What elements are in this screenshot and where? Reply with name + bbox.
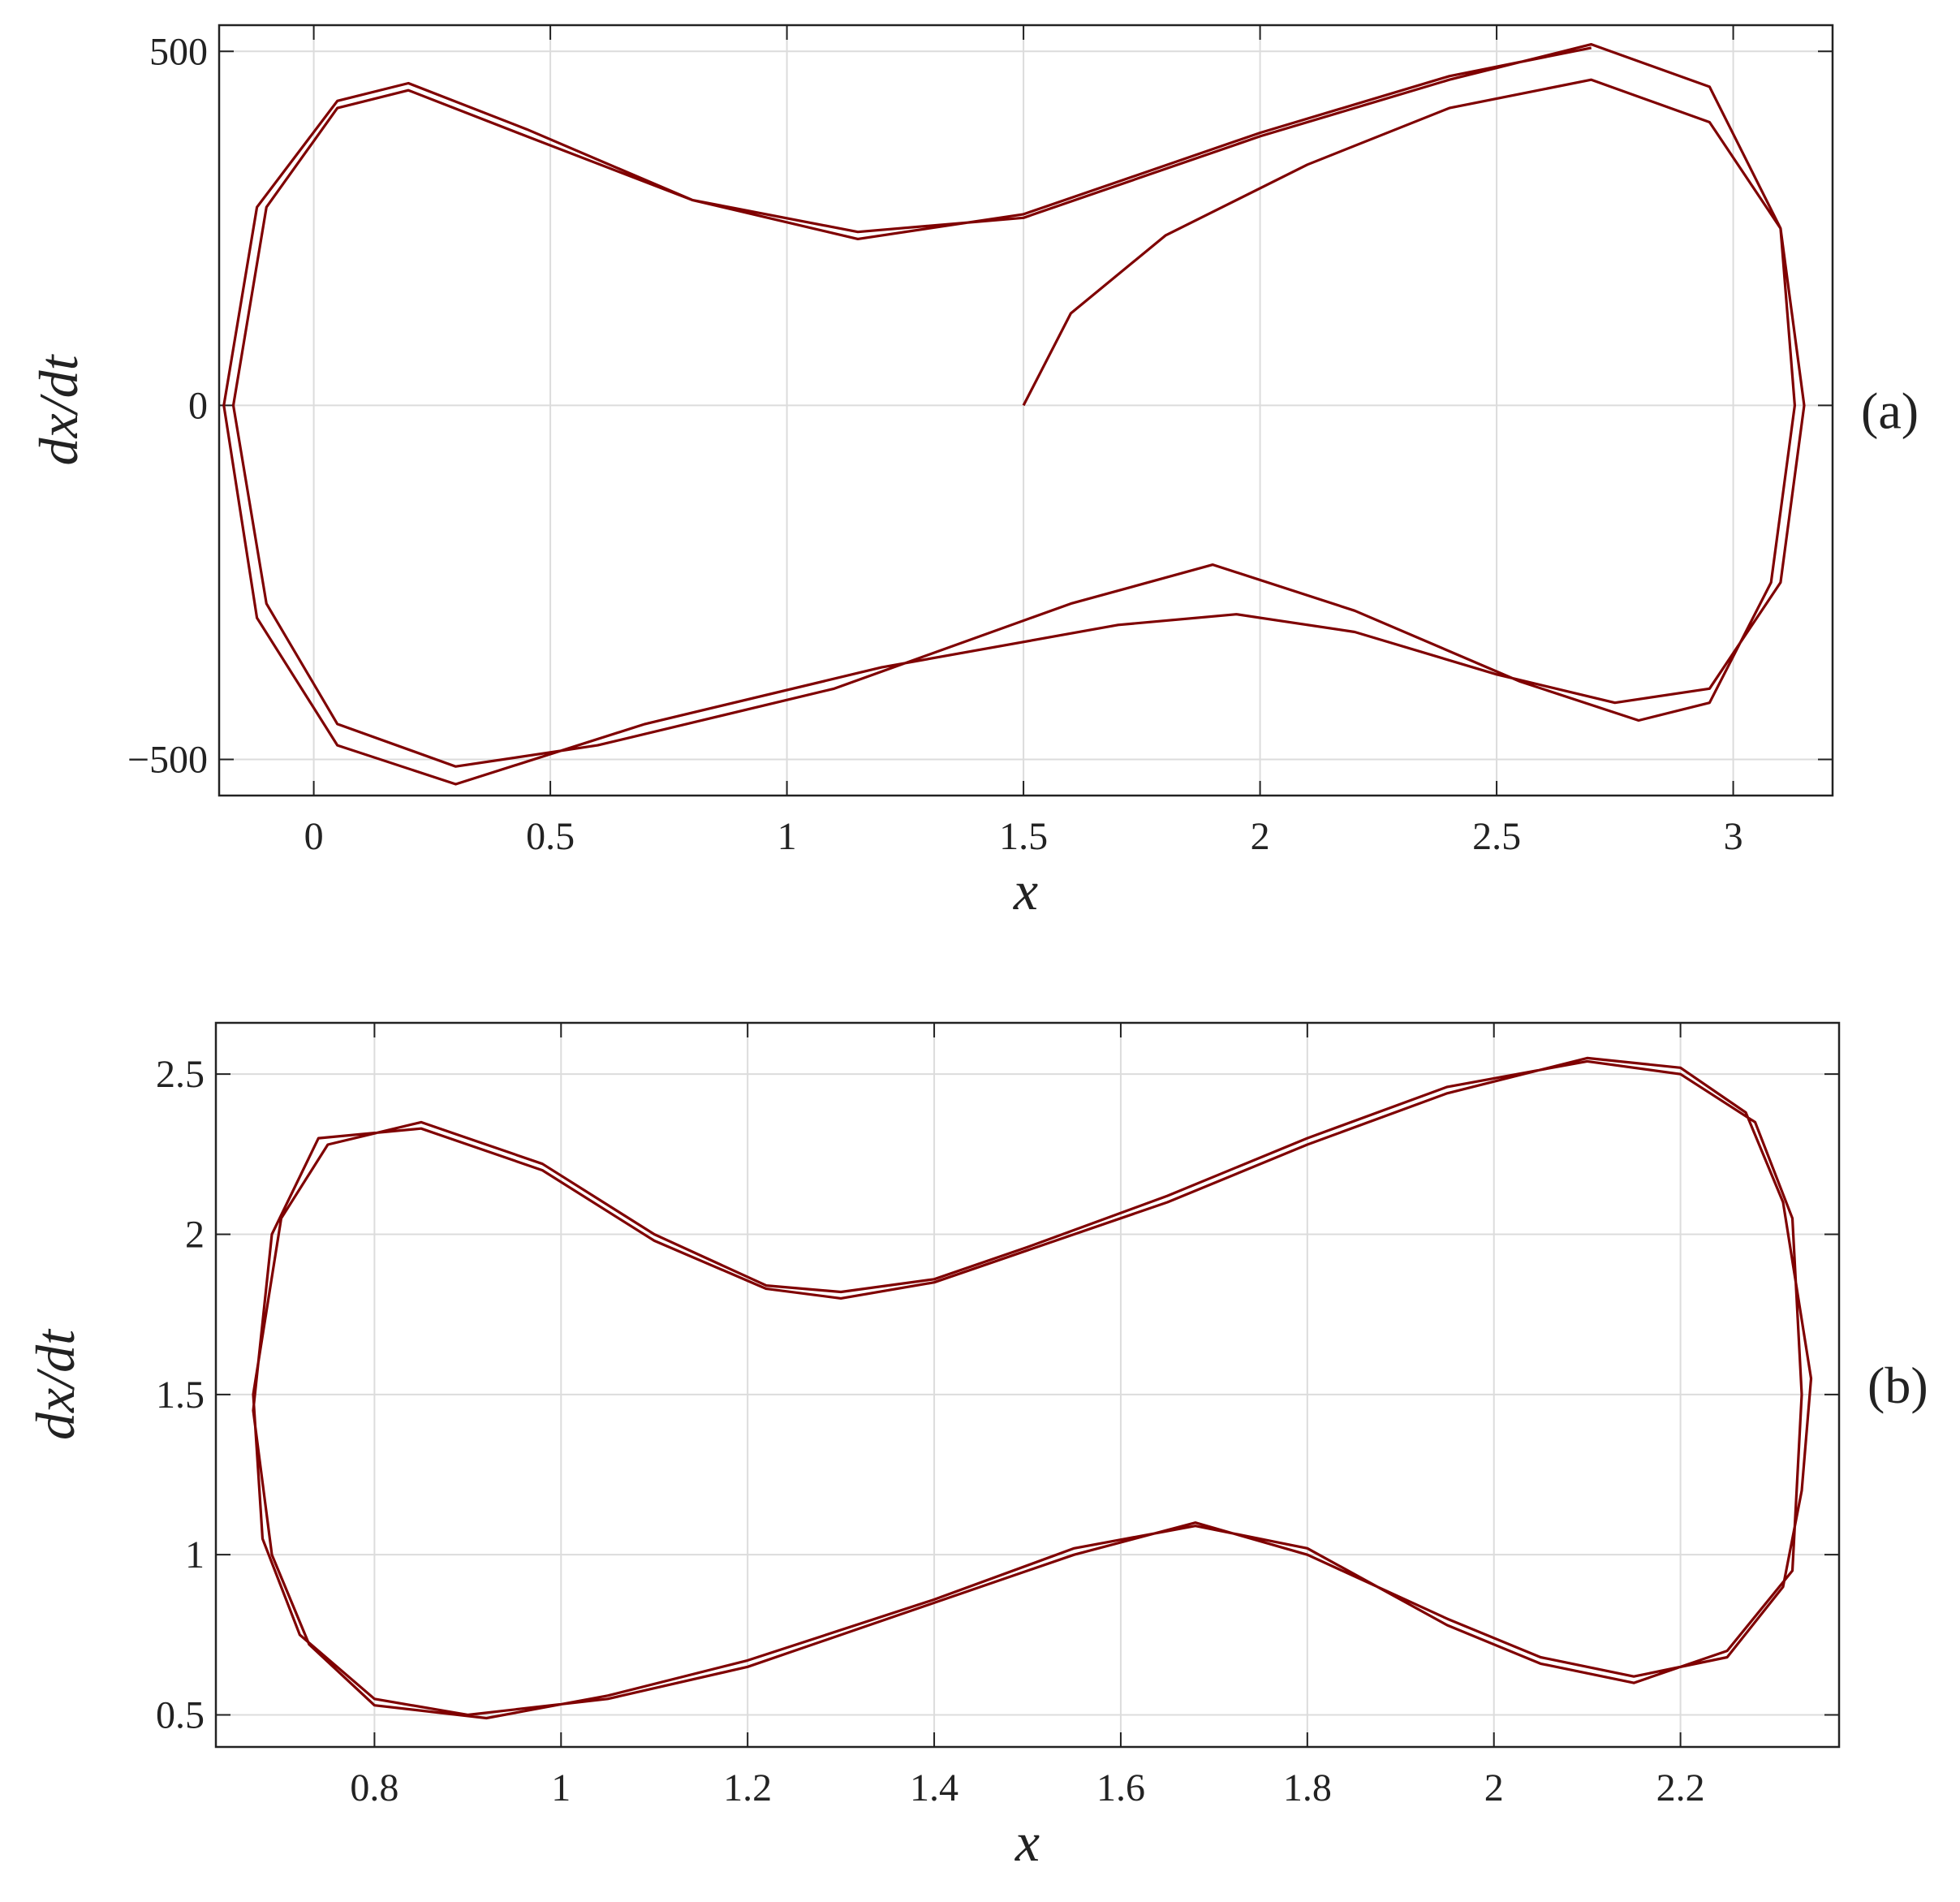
x-tick-label: 1.4 bbox=[910, 1766, 958, 1809]
x-tick-label: 2.2 bbox=[1656, 1766, 1705, 1809]
x-tick-label: 3 bbox=[1724, 815, 1743, 858]
y-tick-label: 0 bbox=[188, 384, 208, 427]
y-tick-label: 1.5 bbox=[156, 1374, 205, 1417]
trajectory bbox=[252, 1056, 1813, 1720]
x-axis-label: x bbox=[1013, 860, 1038, 921]
y-axis-label: dx/dt bbox=[24, 1328, 86, 1440]
y-axis-label: dx/dt bbox=[28, 353, 89, 465]
x-axis-label: x bbox=[1014, 1811, 1040, 1873]
plot-frame bbox=[218, 24, 1834, 797]
x-tick-label: 1.5 bbox=[999, 815, 1048, 858]
y-tick-label: 500 bbox=[149, 30, 208, 73]
panel-label: (a) bbox=[1861, 382, 1919, 440]
trajectory bbox=[222, 43, 1806, 786]
panel-label: (b) bbox=[1867, 1356, 1928, 1414]
y-tick-label: 0.5 bbox=[156, 1694, 205, 1737]
x-tick-label: 1 bbox=[551, 1766, 571, 1809]
y-tick-label: 1 bbox=[185, 1533, 205, 1576]
x-tick-label: 1 bbox=[778, 815, 797, 858]
x-tick-label: 2 bbox=[1251, 815, 1270, 858]
x-tick-label: 0.5 bbox=[526, 815, 575, 858]
x-tick-label: 0.8 bbox=[350, 1766, 398, 1809]
x-tick-label: 1.6 bbox=[1096, 1766, 1145, 1809]
y-tick-label: 2.5 bbox=[156, 1053, 205, 1096]
plot-frame bbox=[214, 1021, 1841, 1749]
y-tick-label: 2 bbox=[185, 1213, 205, 1256]
x-tick-label: 0 bbox=[304, 815, 324, 858]
x-tick-label: 1.2 bbox=[723, 1766, 772, 1809]
x-tick-label: 2 bbox=[1484, 1766, 1504, 1809]
x-tick-label: 2.5 bbox=[1472, 815, 1521, 858]
x-tick-label: 1.8 bbox=[1283, 1766, 1332, 1809]
y-tick-label: −500 bbox=[127, 739, 208, 782]
